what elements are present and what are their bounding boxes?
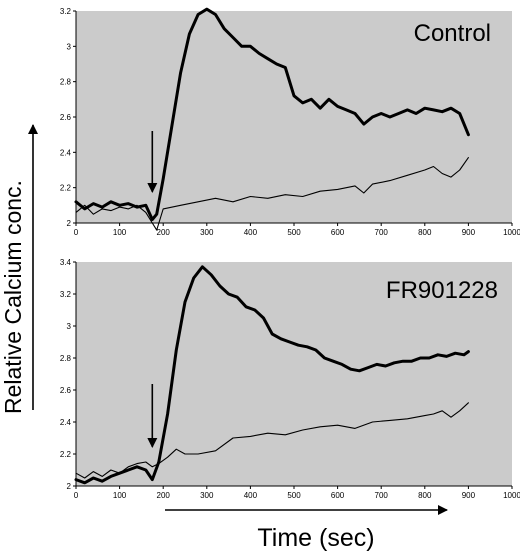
y-tick-label: 2.8 [60,354,72,363]
x-tick-label: 600 [331,491,345,500]
x-tick-label: 200 [157,228,171,237]
y-tick-label: 3.4 [60,258,72,267]
series-line-thin [75,157,469,231]
x-tick-label: 400 [244,491,258,500]
plot-area-background [76,262,512,486]
x-tick-label: 500 [287,491,301,500]
y-tick-label: 3 [67,322,72,331]
chart-panel-control: Control 2 2.2 2.4 2.6 2.8 3 3.2 0 100 200 300 400 50… [60,7,520,237]
x-tick-label: 0 [74,491,79,500]
x-tick-label: 700 [375,228,389,237]
y-tick-label: 2.2 [60,184,72,193]
x-tick-label: 500 [287,228,301,237]
x-tick-label: 100 [113,491,127,500]
y-tick-label: 3.2 [60,290,72,299]
y-axis-label-group: Relative Calcium conc. [0,124,38,414]
x-tick-label: 400 [244,228,258,237]
y-tick-label: 3 [67,42,72,51]
x-tick-label: 300 [200,491,214,500]
y-tick-label: 2.6 [60,386,72,395]
x-tick-label: 600 [331,228,345,237]
x-tick-label: 100 [113,228,127,237]
x-axis-label: Time (sec) [257,524,374,552]
panel-title: Control [414,20,491,47]
x-tick-label: 800 [418,491,432,500]
panel-title: FR901228 [386,277,498,304]
x-tick-label: 800 [418,228,432,237]
series-line-thick [74,7,470,221]
y-tick-label: 2 [67,219,72,228]
x-tick-label: 0 [74,228,79,237]
chart-panel-fr901228: FR901228 2 2.2 2.4 2.6 2.8 3 3.2 3.4 0 100 200 300 4… [60,258,520,500]
y-tick-label: 2.8 [60,78,72,87]
x-tick-label: 200 [157,491,171,500]
y-tick-label: 3.2 [60,7,72,16]
series-line-thin [75,402,469,479]
series-line-thick [74,265,470,485]
x-tick-label: 900 [462,228,476,237]
x-tick-label: 300 [200,228,214,237]
y-tick-label: 2.4 [60,418,72,427]
x-tick-label: 900 [462,491,476,500]
x-tick-label: 1000 [503,228,520,237]
x-axis-label-group: Time (sec) [165,505,448,552]
x-tick-label: 1000 [503,491,520,500]
x-tick-label: 700 [375,491,389,500]
y-tick-label: 2 [67,482,72,491]
y-tick-label: 2.6 [60,113,72,122]
y-axis-label: Relative Calcium conc. [0,180,26,414]
y-tick-label: 2.2 [60,450,72,459]
y-tick-label: 2.4 [60,148,72,157]
